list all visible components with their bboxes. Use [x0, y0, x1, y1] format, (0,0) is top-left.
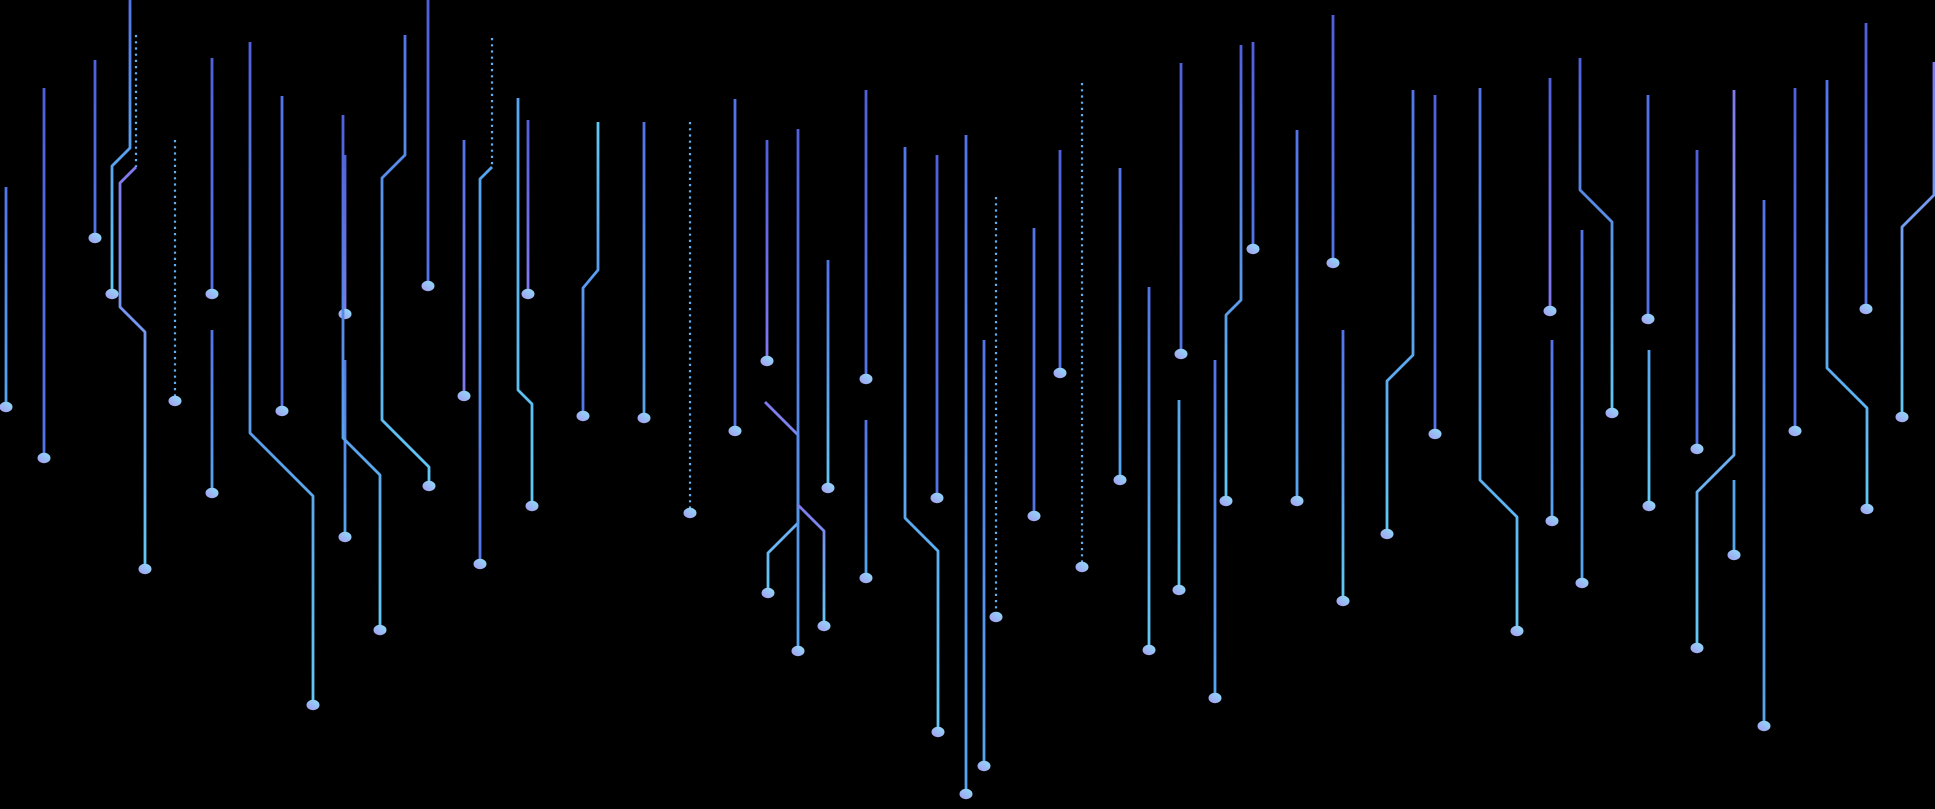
circuit-trace	[516, 98, 534, 505]
trace-endpoint-dot	[728, 425, 742, 437]
circuit-trace	[1385, 90, 1415, 533]
trace-endpoint-dot	[473, 558, 487, 570]
trace-endpoint-dot	[1326, 257, 1340, 269]
trace-endpoint-dot	[576, 410, 590, 422]
trace-endpoint-dot	[760, 355, 774, 367]
circuit-trace	[903, 147, 940, 731]
circuit-trace	[581, 122, 600, 415]
trace-endpoint-dot	[1075, 561, 1089, 573]
trace-endpoint-dot	[1788, 425, 1802, 437]
trace-endpoint-dot	[959, 788, 973, 800]
trace-endpoint-dot	[168, 395, 182, 407]
trace-endpoint-dot	[275, 405, 289, 417]
trace-endpoint-dot	[1545, 515, 1559, 527]
trace-endpoint-dot	[521, 288, 535, 300]
trace-endpoint-dot	[761, 587, 775, 599]
trace-endpoint-dot	[1246, 243, 1260, 255]
trace-endpoint-dot	[306, 699, 320, 711]
circuit-trace	[248, 42, 315, 704]
trace-endpoint-dot	[525, 500, 539, 512]
trace-endpoint-dot	[0, 401, 13, 413]
trace-endpoint-dot	[817, 620, 831, 632]
trace-endpoint-dot	[1543, 305, 1557, 317]
circuit-trace	[1900, 62, 1935, 416]
trace-endpoint-dot	[977, 760, 991, 772]
circuit-trace	[764, 401, 800, 592]
circuit-trace	[341, 115, 382, 629]
trace-endpoint-dot	[1113, 474, 1127, 486]
trace-endpoint-dot	[859, 572, 873, 584]
trace-endpoint-dot	[1727, 549, 1741, 561]
trace-endpoint-dot	[338, 308, 352, 320]
trace-endpoint-dot	[1208, 692, 1222, 704]
trace-endpoint-dot	[1860, 503, 1874, 515]
trace-endpoint-dot	[683, 507, 697, 519]
circuit-trace	[478, 166, 493, 563]
circuit-trace	[1578, 58, 1614, 412]
trace-endpoint-dot	[1642, 500, 1656, 512]
trace-endpoint-dot	[1027, 510, 1041, 522]
trace-endpoint-dot	[37, 452, 51, 464]
trace-endpoint-dot	[1142, 644, 1156, 656]
trace-endpoint-dot	[88, 232, 102, 244]
trace-endpoint-dot	[791, 645, 805, 657]
trace-endpoint-dot	[1428, 428, 1442, 440]
trace-endpoint-dot	[457, 390, 471, 402]
circuit-trace	[118, 166, 147, 568]
trace-endpoint-dot	[1641, 313, 1655, 325]
trace-endpoint-dot	[373, 624, 387, 636]
trace-endpoint-dot	[1575, 577, 1589, 589]
circuit-trace	[1478, 88, 1519, 630]
trace-endpoint-dot	[637, 412, 651, 424]
trace-endpoint-dot	[138, 563, 152, 575]
circuit-trace	[380, 35, 431, 485]
circuit-trace	[110, 0, 132, 293]
trace-endpoint-dot	[1174, 348, 1188, 360]
trace-endpoint-dot	[1336, 595, 1350, 607]
trace-endpoint-dot	[421, 280, 435, 292]
circuit-trace	[1825, 80, 1869, 508]
trace-endpoint-dot	[859, 373, 873, 385]
trace-endpoint-dot	[821, 482, 835, 494]
trace-endpoint-dot	[1605, 407, 1619, 419]
trace-endpoint-dot	[989, 611, 1003, 623]
trace-endpoint-dot	[1380, 528, 1394, 540]
trace-endpoint-dot	[1757, 720, 1771, 732]
trace-endpoint-dot	[931, 726, 945, 738]
trace-endpoint-dot	[205, 487, 219, 499]
trace-endpoint-dot	[1859, 303, 1873, 315]
trace-endpoint-dot	[1690, 443, 1704, 455]
trace-endpoint-dot	[1172, 584, 1186, 596]
circuit-trace	[797, 504, 826, 625]
trace-endpoint-dot	[930, 492, 944, 504]
trace-endpoint-dot	[422, 480, 436, 492]
trace-endpoint-dot	[1219, 495, 1233, 507]
circuit-trace	[1224, 45, 1243, 500]
circuit-trace	[1695, 90, 1736, 647]
trace-endpoint-dot	[105, 288, 119, 300]
trace-endpoint-dot	[1895, 411, 1909, 423]
trace-endpoint-dot	[1053, 367, 1067, 379]
trace-endpoint-dot	[205, 288, 219, 300]
trace-endpoint-dot	[1690, 642, 1704, 654]
trace-endpoint-dot	[1290, 495, 1304, 507]
trace-endpoint-dot	[1510, 625, 1524, 637]
trace-endpoint-dot	[338, 531, 352, 543]
